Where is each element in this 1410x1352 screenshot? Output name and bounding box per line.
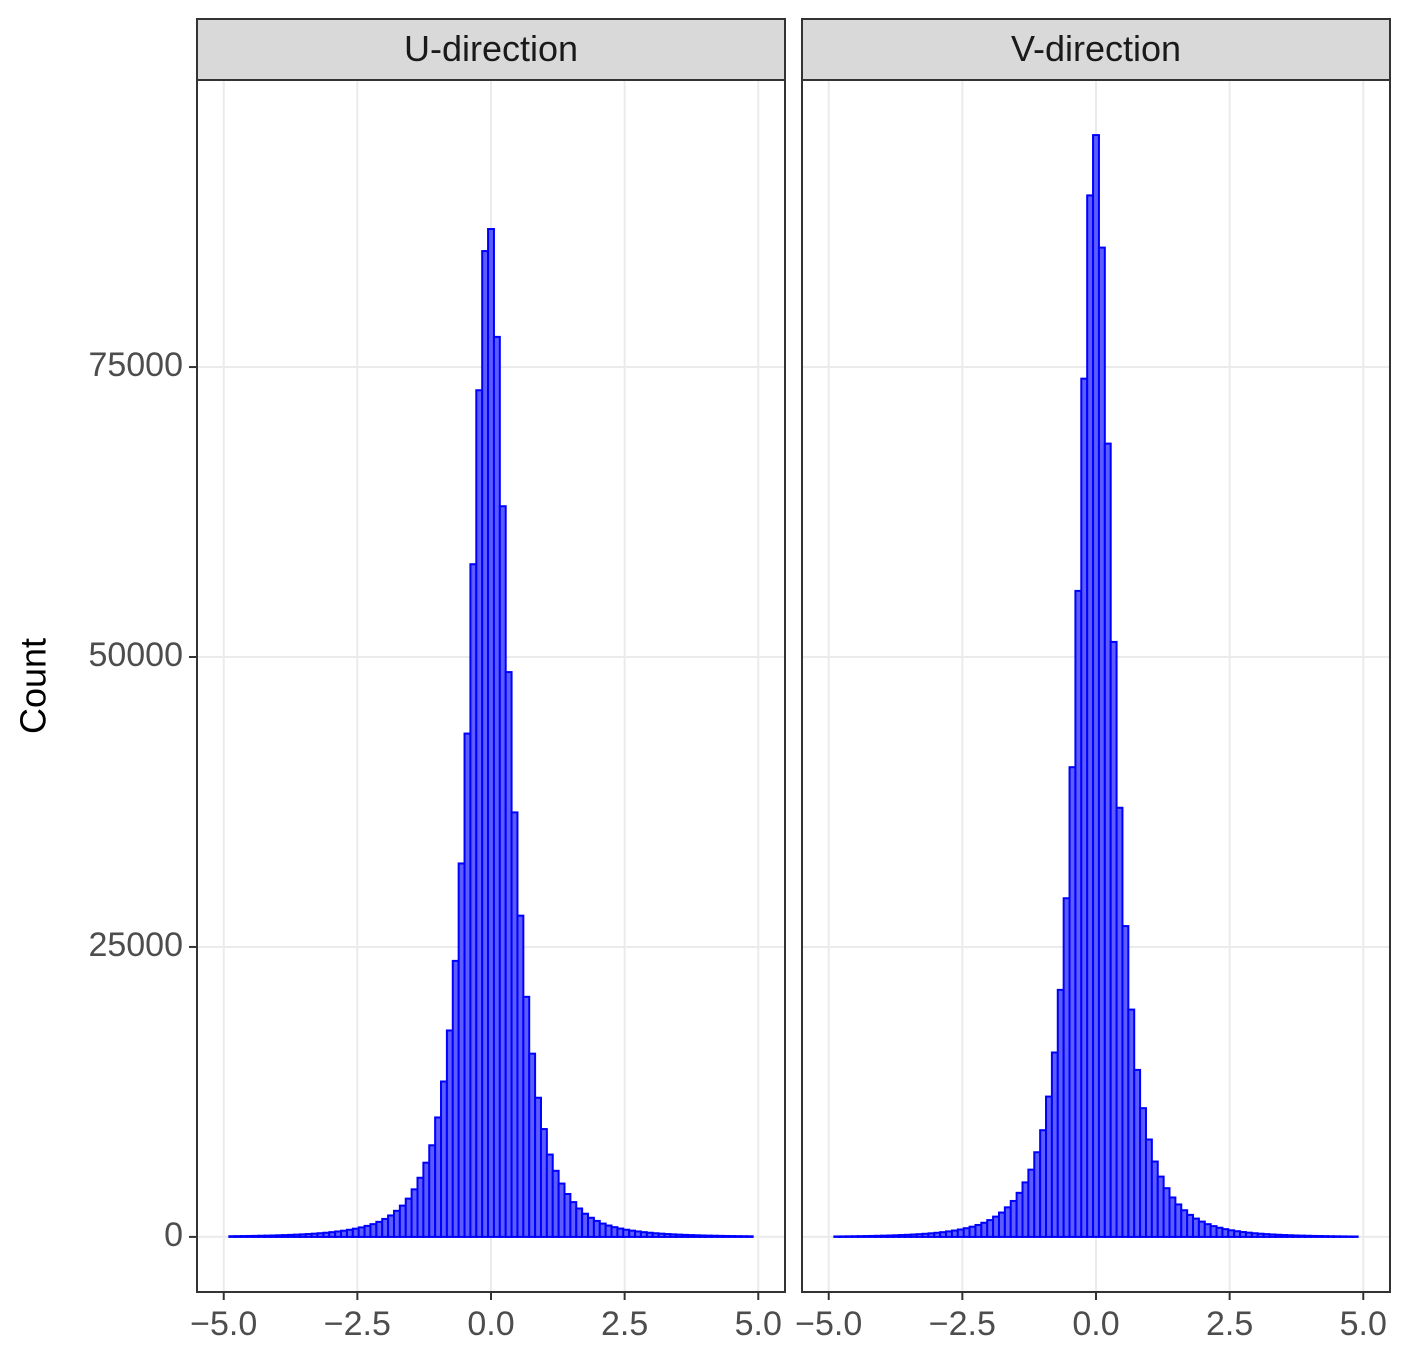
x-tick-label: −5.0 [795, 1305, 862, 1343]
x-tick-label: 5.0 [735, 1305, 782, 1343]
y-axis-label: Count [13, 638, 54, 734]
strip [801, 18, 1391, 81]
bar [745, 1235, 754, 1238]
x-tick-label: 5.0 [1340, 1305, 1387, 1343]
strip-title: V-direction [1011, 28, 1181, 69]
y-tick-label: 25000 [88, 926, 183, 964]
x-tick-label: 2.5 [601, 1305, 648, 1343]
x-tick-label: −5.0 [190, 1305, 257, 1343]
x-tick-label: 0.0 [467, 1305, 514, 1343]
strip [196, 18, 786, 81]
y-tick-label: 50000 [88, 636, 183, 674]
x-tick-label: −2.5 [929, 1305, 996, 1343]
x-tick-label: −2.5 [324, 1305, 391, 1343]
x-tick-label: 0.0 [1072, 1305, 1119, 1343]
y-tick-label: 0 [164, 1216, 183, 1254]
strip-title: U-direction [404, 28, 578, 69]
x-tick-label: 2.5 [1206, 1305, 1253, 1343]
y-tick-label: 75000 [88, 346, 183, 384]
